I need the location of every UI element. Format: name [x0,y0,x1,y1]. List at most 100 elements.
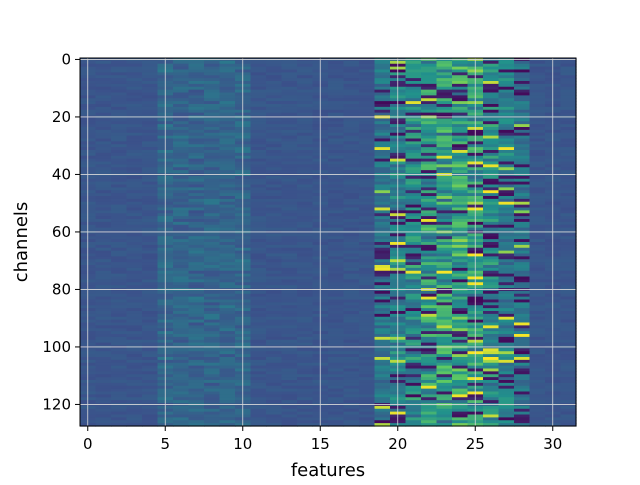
heatmap-cell [142,196,159,200]
heatmap-cell [188,411,205,416]
heatmap-cell [452,78,469,82]
y-tick-label: 100 [42,338,71,356]
heatmap-cell [204,276,221,280]
heatmap-cell [111,282,128,286]
heatmap-cell [281,325,298,329]
heatmap-cell [436,322,453,326]
heatmap-cell [281,187,298,191]
heatmap-cell [514,285,531,289]
heatmap-cell [436,319,453,324]
heatmap-cell [359,328,376,332]
heatmap-cell [266,187,283,191]
heatmap-cell [126,256,143,260]
heatmap-cell [142,256,159,260]
heatmap-cell [266,371,283,375]
heatmap-cell [95,221,112,226]
heatmap-cell [126,325,143,329]
heatmap-cell [126,121,143,125]
heatmap-cell [421,253,438,257]
heatmap-cell [436,69,453,73]
heatmap-cell [142,150,159,154]
heatmap-cell [421,285,438,289]
heatmap-cell [95,382,112,387]
heatmap-cell [529,282,546,286]
heatmap-cell [529,72,546,76]
heatmap-cell [266,89,283,94]
heatmap-cell [436,417,453,421]
heatmap-cell [529,78,546,82]
heatmap-cell [359,66,376,71]
heatmap-cell [452,106,469,111]
heatmap-cell [250,351,267,355]
heatmap-cell [142,63,159,68]
heatmap-cell [405,362,422,367]
heatmap-cell [219,293,236,298]
heatmap-cell [328,279,345,283]
heatmap-cell [204,101,221,105]
heatmap-cell [328,405,345,410]
heatmap-cell [560,127,577,131]
heatmap-cell [436,279,453,283]
heatmap-cell [219,221,236,226]
heatmap-cell [529,213,546,217]
heatmap-cell [529,394,546,398]
heatmap-cell [204,380,221,384]
heatmap-cell [359,193,376,197]
heatmap-cell [95,414,112,418]
heatmap-cell [219,250,236,255]
heatmap-cell [529,279,546,283]
heatmap-cell [452,89,469,94]
heatmap-cell [204,408,221,413]
heatmap-cell [483,377,500,381]
heatmap-cell [204,236,221,240]
heatmap-cell [560,175,577,180]
heatmap-cell [95,190,112,194]
heatmap-cell [452,420,469,424]
heatmap-cell [250,184,267,188]
heatmap-cell [219,219,236,223]
heatmap-cell [219,193,236,197]
heatmap-cell [483,158,500,163]
heatmap-cell [359,242,376,246]
heatmap-cell [359,322,376,326]
heatmap-cell [297,405,314,410]
heatmap-cell [421,219,438,223]
heatmap-cell [250,296,267,301]
heatmap-cell [343,92,360,96]
heatmap-cell [483,313,500,318]
heatmap-cell [529,380,546,384]
heatmap-cell [436,60,453,65]
heatmap-cell [297,132,314,137]
heatmap-cell [436,385,453,390]
heatmap-cell [483,325,500,329]
heatmap-cell [560,63,577,68]
heatmap-cell [142,135,159,140]
heatmap-cell [188,342,205,347]
heatmap-cell [95,138,112,142]
heatmap-cell [297,374,314,378]
heatmap-cell [142,242,159,246]
heatmap-cell [343,417,360,421]
heatmap-cell [142,265,159,269]
heatmap-cell [359,374,376,378]
heatmap-cell [188,184,205,188]
heatmap-cell [529,127,546,131]
heatmap-cell [328,144,345,148]
heatmap-cell [560,322,577,326]
heatmap-cell [328,207,345,211]
heatmap-cell [266,359,283,364]
heatmap-cell [483,69,500,73]
heatmap-cell [142,305,159,309]
heatmap-cell [250,279,267,283]
heatmap-cell [297,135,314,140]
heatmap-cell [452,354,469,358]
heatmap-cell [297,181,314,186]
heatmap-cell [483,78,500,82]
heatmap-cell [204,411,221,416]
heatmap-cell [452,423,469,427]
heatmap-cell [219,95,236,99]
heatmap-cell [483,417,500,421]
heatmap-cell [188,75,205,79]
heatmap-cell [452,69,469,73]
heatmap-cell [204,357,221,361]
